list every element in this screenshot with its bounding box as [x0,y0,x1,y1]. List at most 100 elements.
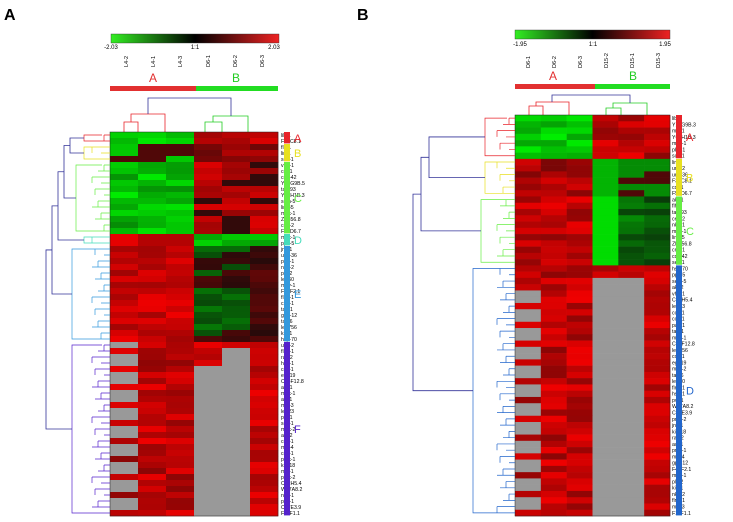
heatmap-cell [644,434,671,442]
cluster-bar [284,342,290,516]
heatmap-cell [592,428,619,435]
heatmap-cell [194,474,223,481]
heatmap-cell [166,510,195,517]
heatmap-cell [515,365,542,373]
heatmap-cell [166,444,195,451]
heatmap-cell [592,227,619,235]
heatmap-cell [540,133,567,141]
heatmap-cell [592,434,619,442]
heatmap-cell [250,450,279,457]
heatmap-cell [515,315,542,323]
heatmap-cell [138,378,167,385]
row-label: C02H5.4 [672,298,693,304]
heatmap-cell [592,422,619,429]
cluster-label: D [686,386,694,398]
heatmap-cell [222,426,251,433]
heatmap-cell [250,216,279,223]
heatmap-cell [540,447,567,454]
heatmap-cell [166,486,195,493]
heatmap-cell [110,498,139,505]
heatmap-cell [566,277,593,285]
heatmap-cell [540,190,567,197]
heatmap-cell [250,150,279,157]
heatmap-cell [515,484,542,492]
heatmap-cell [644,422,671,429]
heatmap-cell [222,480,251,487]
heatmap-cell [618,290,645,298]
cluster-label: C [294,193,302,205]
heatmap-cell [222,252,251,259]
row-dendrogram-a [45,134,110,514]
heatmap-cell [540,140,567,147]
heatmap-cell [194,240,223,247]
heatmap-cell [110,138,139,145]
dendrogram-branch [71,248,110,340]
heatmap-cell [540,334,567,341]
heatmap-cell [194,186,223,193]
heatmap-cell [222,234,251,241]
heatmap-cell [566,133,593,141]
heatmap-cell [110,276,139,283]
heatmap-cell [194,234,223,241]
cluster-bar [676,115,682,159]
heatmap-cell [222,204,251,211]
row-label: W07A8.2 [672,404,693,410]
heatmap-cell [110,174,139,181]
heatmap-cell [540,409,567,417]
heatmap-cell [540,396,567,404]
heatmap-cell [540,202,567,210]
heatmap-cell [222,486,251,493]
group-label-b: B [232,71,240,85]
heatmap-cell [110,504,139,511]
heatmap-cell [515,309,542,316]
heatmap-cell [618,490,645,498]
heatmap-cell [110,486,139,493]
heatmap-cell [515,390,542,398]
heatmap-cell [618,459,645,467]
heatmap-cell [566,509,593,517]
heatmap-cell [566,259,593,266]
dendrogram-branch [83,134,110,142]
heatmap-cell [540,208,567,216]
heatmap-cell [644,259,671,266]
row-label: F59D6.7 [281,229,301,235]
heatmap-cell [194,420,223,427]
heatmap-cell [540,509,567,517]
heatmap-cell [644,378,671,385]
color-scale-b: -1.95 1:1 1.95 [513,29,671,48]
heatmap-cell [644,202,671,210]
heatmap-cell [250,390,279,397]
heatmap-cell [138,204,167,211]
heatmap-cell [166,138,195,145]
heatmap-cell [515,428,542,435]
heatmap-cell [110,132,139,139]
dendrogram-branch [83,146,110,160]
heatmap-cell [194,318,223,325]
heatmap-cell [592,328,619,335]
heatmap-cell [250,348,279,355]
column-label: D6-3 [578,56,584,68]
heatmap-cell [618,133,645,141]
heatmap-cell [222,396,251,403]
heatmap-cell [110,420,139,427]
heatmap-cell [110,222,139,229]
column-label: D6-1 [206,55,212,67]
heatmap-cell [166,222,195,229]
heatmap-cell [166,354,195,361]
heatmap-cell [540,227,567,235]
heatmap-cell [110,210,139,217]
heatmap-cell [592,346,619,354]
heatmap-cell [110,390,139,397]
heatmap-cell [515,234,542,241]
heatmap-cell [138,300,167,307]
heatmap-cell [540,177,567,185]
heatmap-cell [222,132,251,139]
row-label: C04F12.8 [672,342,695,348]
heatmap-cell [644,384,671,391]
row-label: Y66H1B.3 [281,193,305,199]
heatmap-cell [166,426,195,433]
heatmap-cell [110,330,139,337]
heatmap-cell [166,180,195,187]
heatmap-cell [644,152,671,160]
heatmap-cell [222,216,251,223]
